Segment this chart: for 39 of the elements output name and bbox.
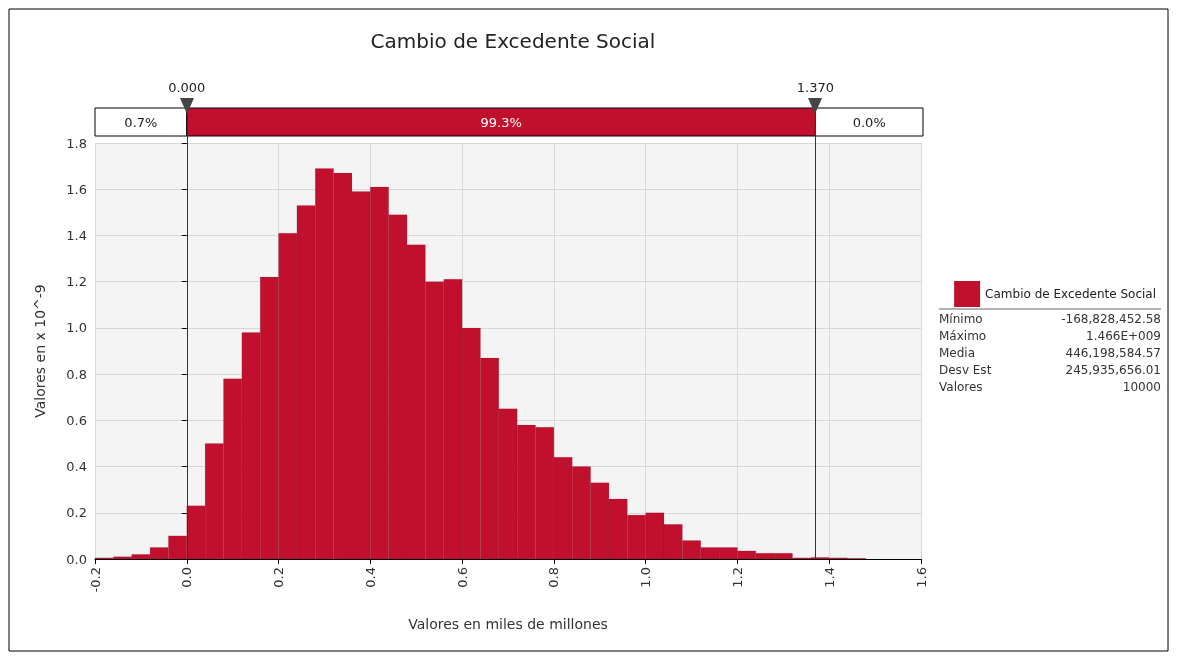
x-tick-label: 0.6 (454, 567, 470, 588)
x-tick-label: 0.0 (179, 567, 195, 588)
x-tick-label: 1.0 (638, 567, 654, 588)
text: 10000 (1122, 380, 1161, 394)
text: 0.0% (852, 114, 886, 130)
y-tick-label: 1.4 (66, 227, 87, 243)
x-tick-label: 0.4 (362, 567, 378, 588)
text: 0.7% (124, 114, 158, 130)
y-tick-label: 1.8 (66, 135, 87, 151)
x-tick-label: 0.2 (271, 567, 287, 588)
text: Máximo (939, 329, 987, 343)
y-tick-label: 0.4 (66, 459, 87, 475)
y-tick-label: 1.6 (66, 181, 87, 197)
x-tick-label: 0.8 (546, 567, 562, 588)
text: 1.466E+009 (1086, 329, 1161, 343)
y-tick-label: 0.2 (66, 505, 87, 521)
x-tick-label: 1.6 (913, 567, 929, 588)
text: Valores (939, 380, 983, 394)
y-tick-label: 0.0 (66, 551, 87, 567)
x-tick-label: 1.2 (729, 567, 745, 588)
chart-title: Cambio de Excedente Social (370, 29, 656, 53)
y-tick-label: 0.8 (66, 366, 87, 382)
text: 245,935,656.01 (1065, 363, 1161, 377)
x-tick-label: -0.2 (87, 567, 103, 593)
x-tick-label: 1.4 (821, 567, 837, 588)
y-tick-label: 1.0 (66, 320, 87, 336)
text: -168,828,452.58 (1061, 312, 1161, 326)
y-tick-label: 1.2 (66, 274, 87, 290)
ref-line-label: 0.000 (168, 80, 206, 95)
x-axis-title: Valores en miles de millones (408, 616, 608, 632)
y-tick-label: 0.6 (66, 412, 87, 428)
text: Mínimo (939, 312, 983, 326)
legend-label: Cambio de Excedente Social (985, 287, 1157, 301)
text: 99.3% (480, 114, 522, 130)
y-axis-title: Valores en x 10^-9 (32, 284, 48, 418)
text: Media (939, 346, 976, 360)
ref-line-label: 1.370 (796, 80, 835, 95)
text: Desv Est (939, 363, 992, 377)
text: 446,198,584.57 (1065, 346, 1161, 360)
